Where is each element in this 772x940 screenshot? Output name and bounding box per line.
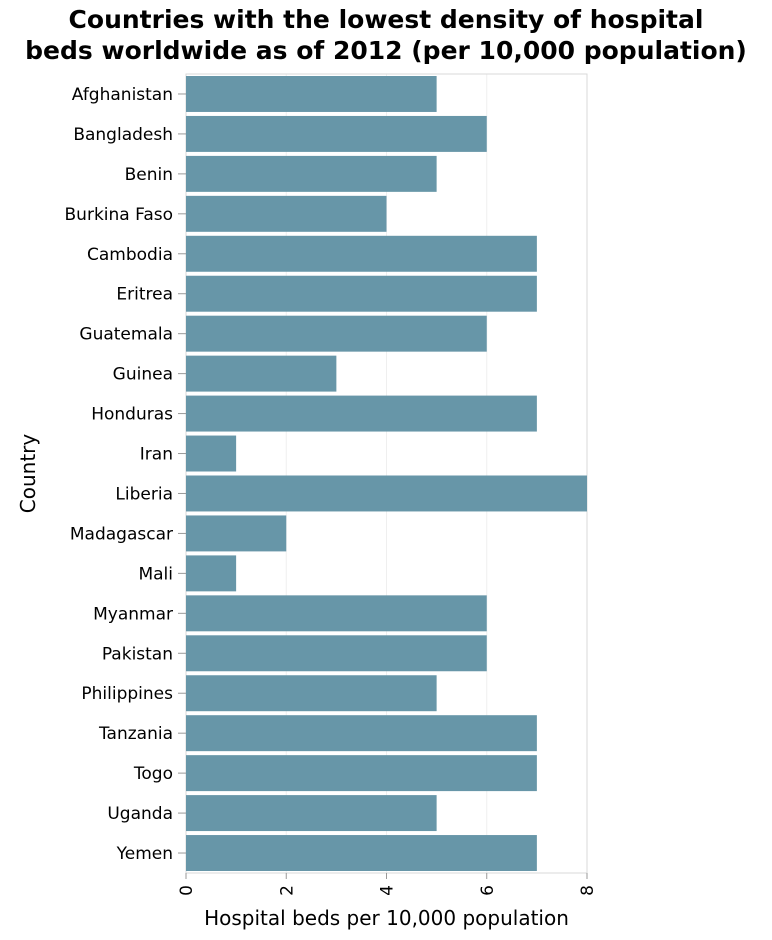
y-tick-label: Togo bbox=[133, 764, 173, 784]
y-tick-label: Eritrea bbox=[116, 285, 173, 305]
bar-madagascar bbox=[186, 515, 287, 552]
y-tick-label: Afghanistan bbox=[72, 85, 173, 105]
x-tick-label: 8 bbox=[578, 885, 598, 896]
x-tick-label: 2 bbox=[277, 885, 297, 896]
y-tick-label: Uganda bbox=[107, 804, 173, 824]
x-axis-title: Hospital beds per 10,000 population bbox=[204, 906, 569, 930]
y-tick-label: Cambodia bbox=[87, 245, 173, 265]
y-tick-label: Honduras bbox=[91, 405, 173, 425]
y-tick-label: Yemen bbox=[116, 844, 173, 864]
bar-iran bbox=[186, 435, 237, 472]
bar-philippines bbox=[186, 675, 437, 712]
bar-burkina-faso bbox=[186, 195, 387, 232]
x-tick-label: 0 bbox=[177, 885, 197, 896]
y-tick-label: Guatemala bbox=[79, 325, 173, 345]
bar-cambodia bbox=[186, 235, 537, 272]
chart-title-line-2: beds worldwide as of 2012 (per 10,000 po… bbox=[25, 36, 747, 65]
chart-title: Countries with the lowest density of hos… bbox=[0, 4, 772, 66]
y-tick-label: Iran bbox=[140, 445, 173, 465]
bar-pakistan bbox=[186, 635, 487, 672]
chart-title-line-1: Countries with the lowest density of hos… bbox=[68, 5, 704, 34]
bar-benin bbox=[186, 155, 437, 192]
bar-uganda bbox=[186, 795, 437, 832]
bar-guinea bbox=[186, 355, 337, 392]
x-tick-label: 6 bbox=[478, 885, 498, 896]
x-axis: 0 2 4 6 8 bbox=[177, 873, 598, 896]
y-tick-label: Bangladesh bbox=[73, 125, 173, 145]
bars bbox=[186, 75, 587, 872]
y-tick-label: Burkina Faso bbox=[65, 205, 173, 225]
bar-guatemala bbox=[186, 315, 487, 352]
grid-lines bbox=[185, 74, 588, 873]
bar-mali bbox=[186, 555, 237, 592]
bar-tanzania bbox=[186, 715, 537, 752]
y-tick-label: Liberia bbox=[115, 484, 173, 504]
y-tick-label: Tanzania bbox=[98, 724, 173, 744]
bar-honduras bbox=[186, 395, 537, 432]
bar-bangladesh bbox=[186, 115, 487, 152]
y-axis: Afghanistan Bangladesh Benin Burkina Faso Ca… bbox=[65, 85, 186, 864]
y-tick-label: Guinea bbox=[113, 365, 173, 385]
bar-liberia bbox=[186, 475, 587, 512]
y-tick-label: Mali bbox=[138, 564, 173, 584]
bar-afghanistan bbox=[186, 75, 437, 112]
bar-myanmar bbox=[186, 595, 487, 632]
x-tick-label: 4 bbox=[378, 885, 398, 896]
y-tick-label: Benin bbox=[125, 165, 173, 185]
y-axis-title: Country bbox=[16, 434, 40, 514]
y-tick-label: Myanmar bbox=[93, 604, 173, 624]
bar-togo bbox=[186, 755, 537, 792]
bar-yemen bbox=[186, 835, 537, 872]
bar-eritrea bbox=[186, 275, 537, 312]
y-tick-label: Pakistan bbox=[102, 644, 173, 664]
y-tick-label: Madagascar bbox=[70, 524, 173, 544]
y-tick-label: Philippines bbox=[81, 684, 173, 704]
